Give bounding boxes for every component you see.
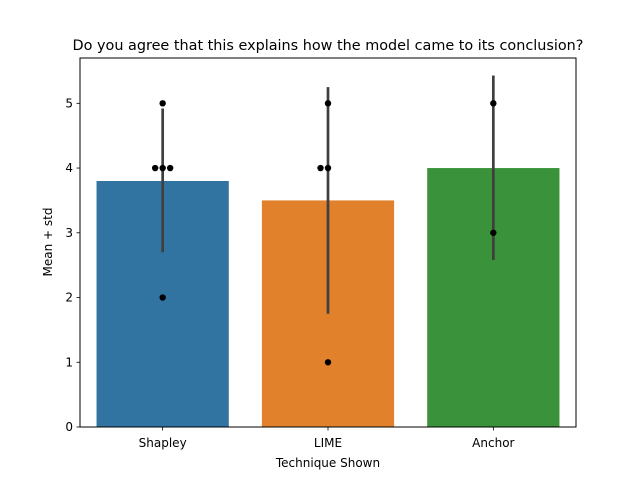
y-tick-label: 3 — [65, 226, 73, 240]
data-point — [324, 100, 332, 107]
data-point — [159, 164, 166, 172]
data-point — [166, 164, 174, 172]
x-tick-label: Anchor — [472, 436, 514, 450]
x-axis-label: Technique Shown — [275, 456, 380, 470]
y-axis-label: Mean + std — [41, 208, 55, 277]
x-tick-label: LIME — [314, 436, 342, 450]
points-layer — [151, 100, 497, 366]
y-tick-label: 0 — [65, 420, 73, 434]
data-point — [151, 164, 159, 172]
y-tick-label: 4 — [65, 161, 73, 175]
data-point — [159, 294, 166, 301]
data-point — [490, 100, 497, 107]
data-point — [490, 229, 497, 236]
axes-layer: 0 1 2 3 4 5 Shapley LIME Anchor — [65, 57, 577, 450]
data-point — [159, 100, 166, 107]
y-tick-label: 2 — [65, 291, 73, 305]
x-tick-label: Shapley — [139, 436, 187, 450]
y-tick-label: 1 — [65, 355, 73, 369]
data-point — [317, 164, 324, 172]
data-point — [324, 164, 332, 172]
y-tick-label: 5 — [65, 96, 73, 110]
chart-title: Do you agree that this explains how the … — [73, 38, 584, 54]
data-point — [324, 359, 332, 366]
